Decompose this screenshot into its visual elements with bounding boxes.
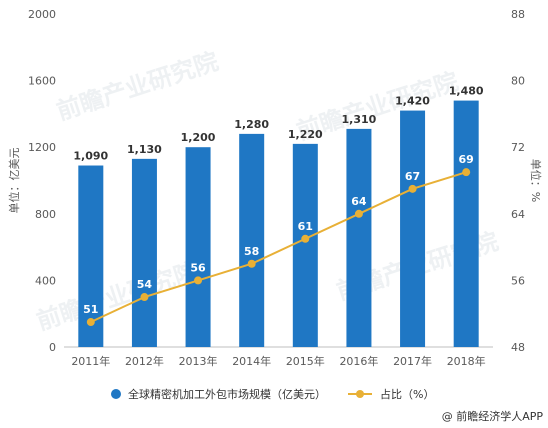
line-series: 51 54 56 58 61 64 67 69 [83,153,474,327]
bar-value-label: 1,480 [449,85,484,98]
y-tick-label: 1600 [28,75,56,88]
bar-value-label: 1,130 [127,143,162,156]
x-tick-label: 2017年 [393,354,432,368]
x-tick-label: 2016年 [339,354,378,368]
line-point [86,318,95,327]
line-point [194,276,203,285]
y-axis-title: 单位：亿美元 [7,148,21,214]
bar [346,128,372,347]
x-tick-label: 2013年 [179,354,218,368]
line-point [354,209,363,218]
x-tick-label: 2012年 [125,354,164,368]
x-tick-label: 2018年 [447,354,486,368]
y2-tick-label: 88 [511,8,525,21]
bar-value-label: 1,090 [73,150,108,163]
legend-bar-marker [111,389,121,399]
legend-line-label: 占比（%） [380,387,434,401]
line-value-label: 67 [405,170,420,183]
y-tick-label: 800 [35,208,56,221]
line-value-label: 51 [83,303,98,316]
bar [292,143,318,347]
bar-value-label: 1,310 [342,113,377,126]
bar-series: 1,090 1,130 1,200 1,280 1,220 1,310 1,420 1,480 [73,85,484,347]
bar-value-label: 1,220 [288,128,323,141]
y-tick-label: 0 [49,341,56,354]
legend-bar-label: 全球精密机加工外包市场规模（亿美元） [128,387,326,401]
watermark: 前瞻产业研究院 [33,257,201,336]
line-value-label: 61 [298,220,313,233]
x-tick-label: 2015年 [286,354,325,368]
bar [185,147,211,347]
y2-tick-label: 48 [511,341,525,354]
y2-axis-title: 单位：% [529,159,543,202]
bar [78,165,104,347]
legend-line-dot [356,390,364,398]
line-value-label: 54 [137,278,153,291]
y2-tick-label: 64 [511,208,525,221]
line-value-label: 58 [244,245,259,258]
axes: 0 400 800 1200 1600 2000 48 56 64 72 80 88 2011年 2012… [7,8,543,368]
line-value-label: 56 [190,261,206,274]
source-credit: @ 前瞻经济学人APP [442,409,544,423]
y2-tick-label: 80 [511,75,525,88]
line-point [408,184,417,193]
line-point [140,293,149,302]
y-tick-label: 2000 [28,8,56,21]
bar-value-label: 1,200 [181,131,216,144]
y-tick-label: 400 [35,274,56,287]
watermark-layer: 前瞻产业研究院 前瞻产业研究院 前瞻产业研究院 前瞻产业研究院 [33,47,501,336]
legend: 全球精密机加工外包市场规模（亿美元） 占比（%） [111,387,434,401]
bar [239,133,265,347]
line-point [301,234,310,243]
line-point [247,259,256,268]
y-tick-label: 1200 [28,141,56,154]
line-value-label: 69 [459,153,474,166]
line-point [462,168,471,177]
x-tick-label: 2011年 [71,354,110,368]
line-path [90,171,467,323]
y2-tick-label: 56 [511,274,525,287]
line-value-label: 64 [351,195,367,208]
bar [400,110,426,347]
bar [453,100,479,347]
watermark: 前瞻产业研究院 [53,47,221,126]
bar [131,158,157,347]
bar-value-label: 1,280 [234,118,269,131]
bar-value-label: 1,420 [395,95,430,108]
x-tick-label: 2014年 [232,354,271,368]
y2-tick-label: 72 [511,141,525,154]
